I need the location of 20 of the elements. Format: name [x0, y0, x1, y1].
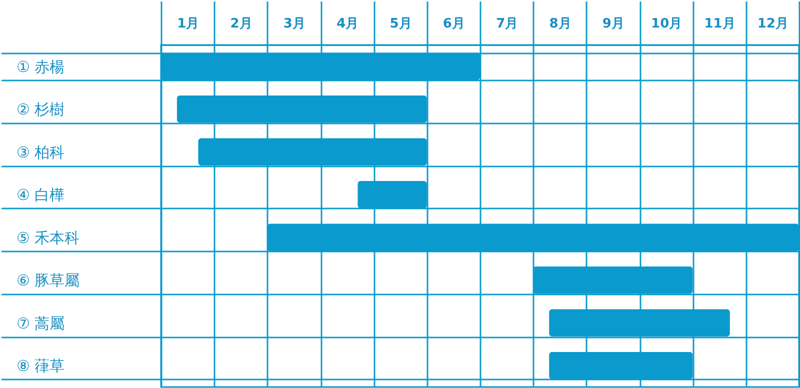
y-tick-label: ⑦ 蒿屬 [16, 314, 65, 332]
x-tick-label: 5月 [390, 16, 412, 32]
y-tick-label: ⑤ 禾本科 [16, 228, 80, 247]
x-tick-label: 10月 [651, 16, 682, 32]
x-tick-label: 2月 [230, 16, 252, 32]
x-tick-label: 1月 [177, 16, 200, 32]
x-tick-label: 4月 [336, 16, 359, 32]
x-tick-label: 7月 [496, 16, 518, 32]
y-tick-label: ⑧ 葎草 [16, 357, 65, 376]
y-tick-label: ③ 柏科 [16, 143, 65, 162]
x-tick-label: 3月 [283, 16, 306, 32]
y-tick-label: ② 杉樹 [16, 100, 65, 119]
y-tick-label: ① 赤楊 [16, 58, 65, 76]
x-tick-label: 8月 [549, 16, 572, 32]
y-tick-label: ④ 白樺 [16, 186, 65, 204]
x-tick-label: 11月 [704, 16, 736, 32]
x-tick-label: 12月 [757, 16, 788, 32]
x-tick-label: 6月 [442, 16, 465, 32]
x-tick-label: 9月 [602, 16, 624, 32]
y-tick-label: ⑥ 豚草屬 [16, 272, 80, 290]
